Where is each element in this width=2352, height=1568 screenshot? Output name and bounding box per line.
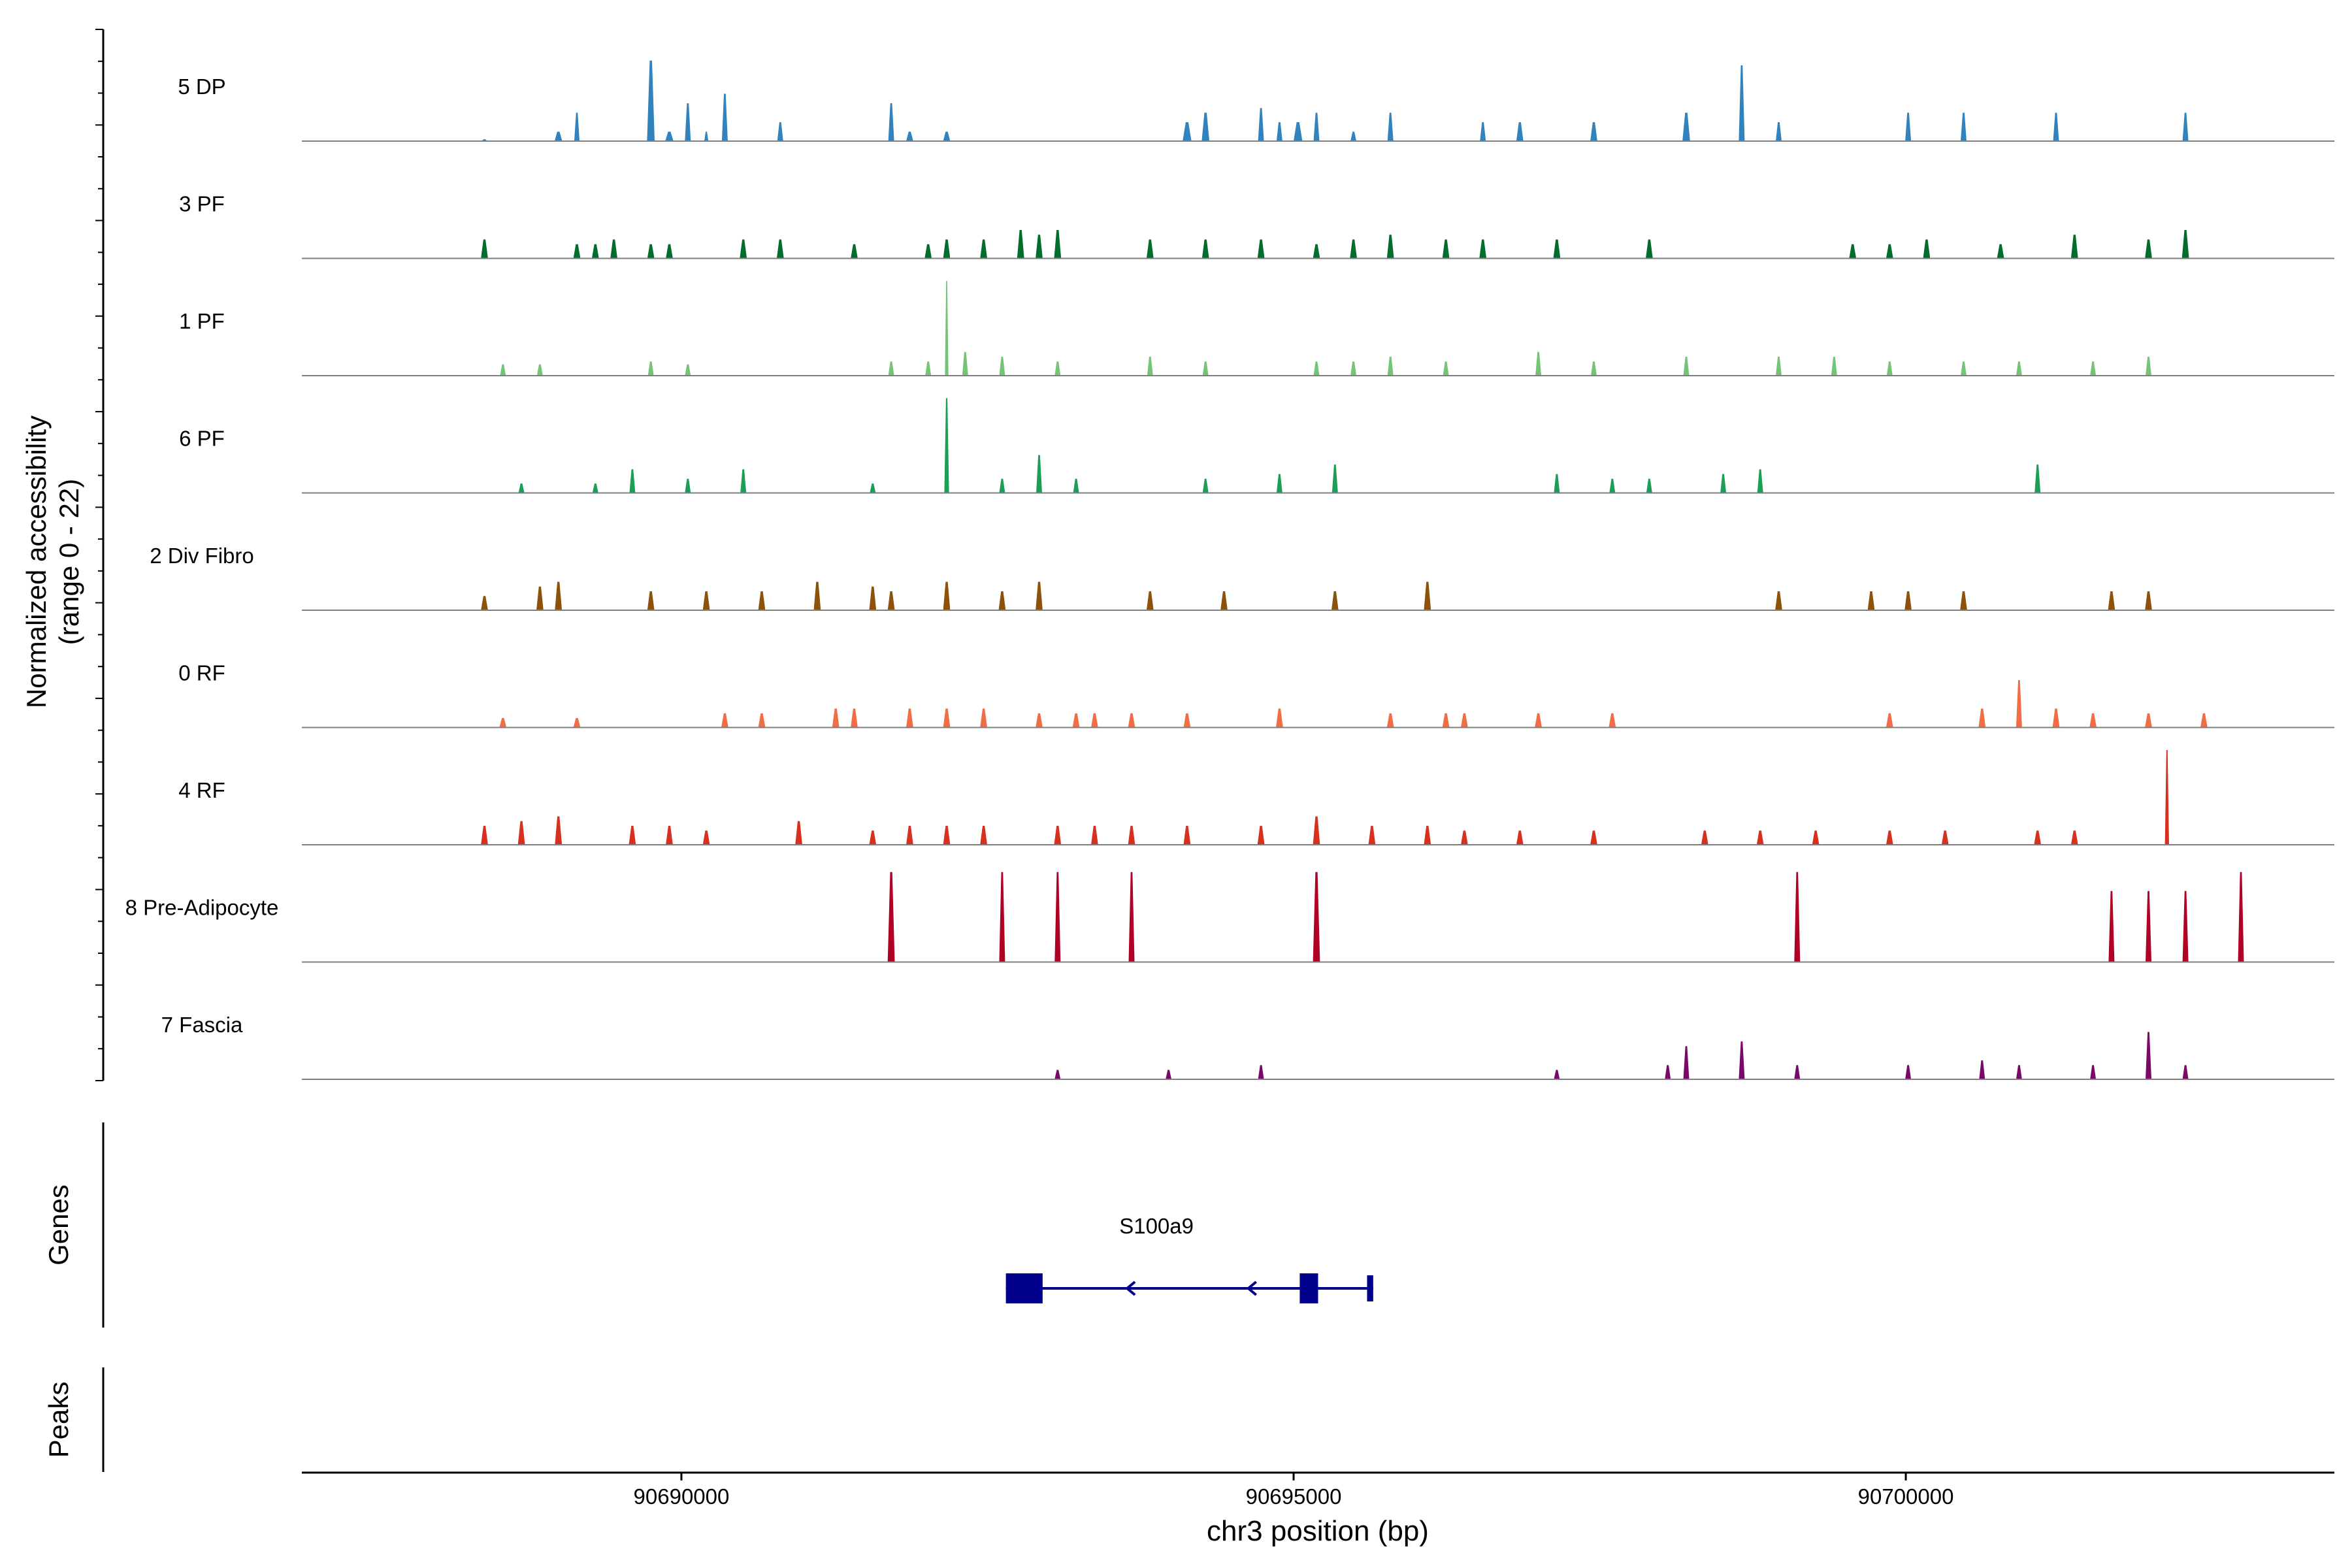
coverage-area [392, 872, 2244, 962]
track-label: 7 Fascia [161, 1013, 243, 1037]
strand-arrow [1246, 1281, 1257, 1296]
track-6-pf: 6 PF [179, 398, 2334, 494]
track-label: 1 PF [179, 309, 225, 333]
coverage-area [392, 750, 2241, 845]
genes-panel-label: Genes [43, 1184, 74, 1266]
track-label: 4 RF [178, 778, 225, 802]
track-1-pf: 1 PF [179, 281, 2334, 376]
x-axis-title: chr3 position (bp) [1207, 1515, 1429, 1547]
coverage-area [392, 60, 2241, 141]
gene-name: S100a9 [1119, 1214, 1194, 1238]
track-label: 8 Pre-Adipocyte [125, 896, 279, 920]
y-axis-label-line2: (range 0 - 22) [54, 479, 84, 645]
left-axis-ticks [95, 29, 103, 1081]
x-tick-label: 90695000 [1246, 1484, 1342, 1509]
gene-exon [1299, 1273, 1318, 1303]
gene-track: S100a9 [1005, 1214, 1373, 1303]
x-tick-label: 90700000 [1858, 1484, 1954, 1509]
y-axis-label-line1: Normalized accessibility [21, 416, 52, 708]
peaks-panel-label: Peaks [43, 1382, 74, 1458]
track-label: 0 RF [178, 661, 225, 685]
coverage-area [392, 680, 2241, 728]
track-label: 2 Div Fibro [150, 544, 254, 568]
x-axis-ticks: 90690000 90695000 90700000 [634, 1473, 1954, 1509]
coverage-area [392, 398, 2241, 493]
track-7-fascia: 7 Fascia [161, 1013, 2334, 1080]
track-8-pre-adipocyte: 8 Pre-Adipocyte [125, 872, 2334, 963]
coverage-area [392, 1032, 2241, 1079]
x-tick-label: 90690000 [634, 1484, 730, 1509]
track-label: 3 PF [179, 192, 225, 216]
strand-arrow [1125, 1281, 1136, 1296]
gene-exon [1367, 1275, 1373, 1301]
coverage-tracks: 5 DP 3 PF 1 PF 6 PF 2 Div Fibro 0 RF 4 RF 8 Pre… [125, 60, 2334, 1080]
coverage-area [392, 281, 2241, 376]
coverage-area [392, 581, 2241, 610]
track-label: 6 PF [179, 427, 225, 451]
track-4-rf: 4 RF [178, 750, 2334, 845]
coverage-area [392, 230, 2241, 259]
track-5-dp: 5 DP [178, 60, 2334, 142]
gene-exon [1005, 1273, 1043, 1303]
track-label: 5 DP [178, 74, 225, 99]
track-2-div-fibro: 2 Div Fibro [150, 544, 2334, 611]
track-3-pf: 3 PF [179, 192, 2334, 259]
track-0-rf: 0 RF [178, 661, 2334, 728]
